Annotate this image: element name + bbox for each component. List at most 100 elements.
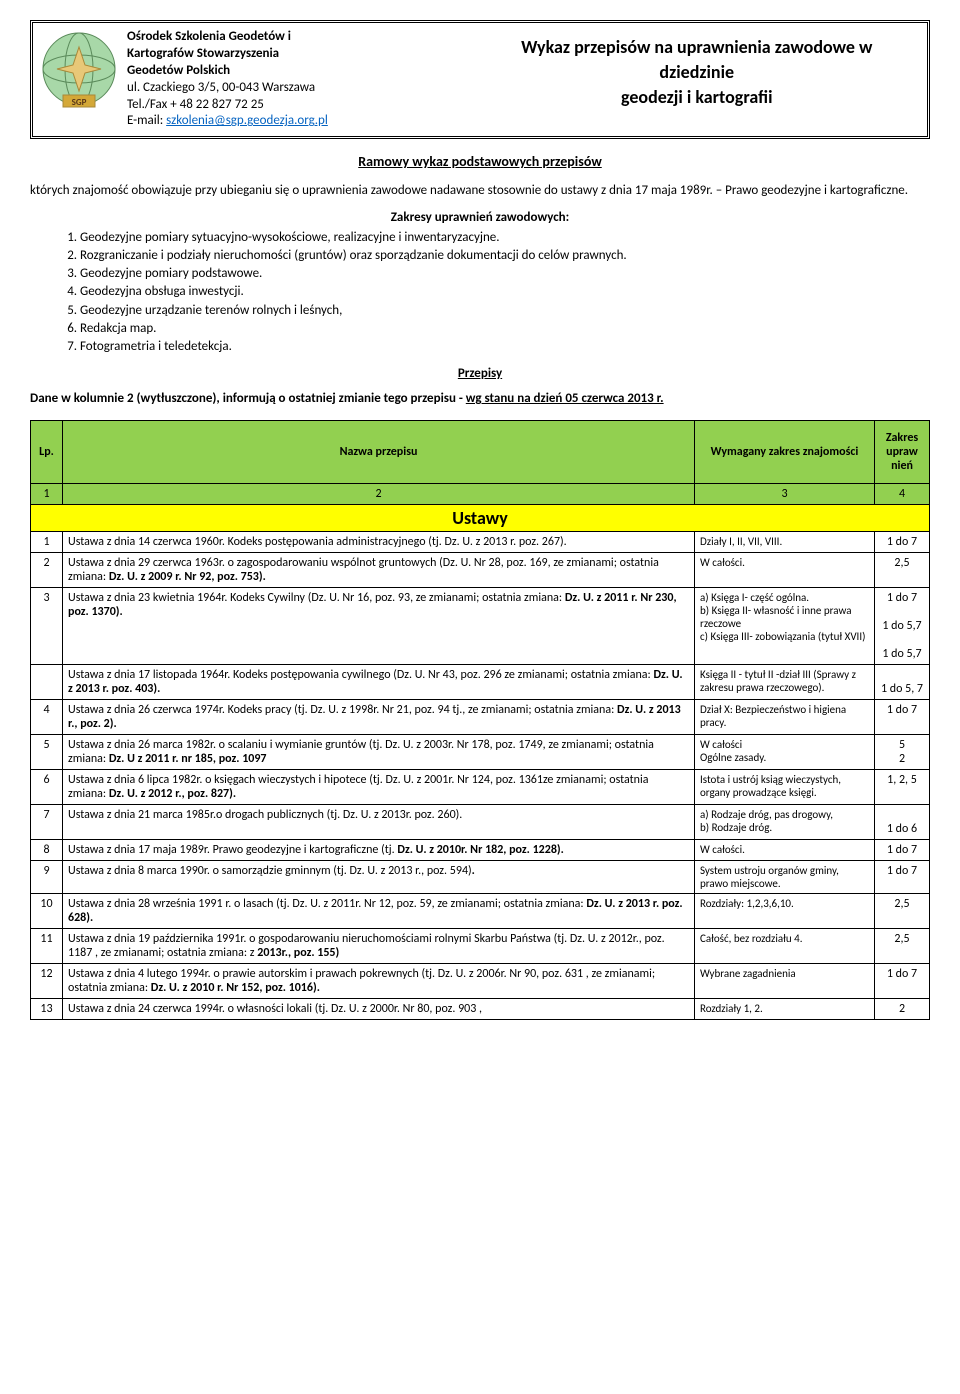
table-row: 13Ustawa z dnia 24 czerwca 1994r. o włas…	[31, 999, 930, 1020]
zakres-item: Geodezyjne pomiary podstawowe.	[80, 265, 930, 283]
org-phone: Tel./Fax + 48 22 827 72 25	[127, 97, 264, 112]
col-number-row: 1 2 3 4	[31, 484, 930, 505]
cell-range: 1 do 6	[875, 805, 930, 840]
section-row: Ustawy	[31, 505, 930, 532]
cell-lp: 7	[31, 805, 63, 840]
table-row: 4Ustawa z dnia 26 czerwca 1974r. Kodeks …	[31, 700, 930, 735]
col-scope-header: Wymagany zakres znajomości	[695, 421, 875, 484]
cell-name: Ustawa z dnia 26 czerwca 1974r. Kodeks p…	[63, 700, 695, 735]
svg-text:SGP: SGP	[72, 97, 87, 108]
zakresy-title: Zakresy uprawnień zawodowych:	[30, 210, 930, 225]
email-link[interactable]: szkolenia@sgp.geodezja.org.pl	[166, 113, 328, 128]
header-left: SGP Ośrodek Szkolenia Geodetów i Kartogr…	[39, 29, 473, 130]
table-row: 10Ustawa z dnia 28 września 1991 r. o la…	[31, 894, 930, 929]
table-row: 9Ustawa z dnia 8 marca 1990r. o samorząd…	[31, 861, 930, 894]
cell-name: Ustawa z dnia 17 maja 1989r. Prawo geode…	[63, 840, 695, 861]
col-num: 1	[31, 484, 63, 505]
zakres-item: Geodezyjne urządzanie terenów rolnych i …	[80, 302, 930, 320]
cell-range: 2,5	[875, 894, 930, 929]
cell-scope: Wybrane zagadnienia	[695, 964, 875, 999]
cell-range: 1 do 71 do 5,71 do 5,7	[875, 588, 930, 665]
zakres-item: Geodezyjna obsługa inwestycji.	[80, 283, 930, 301]
cell-range: 2,5	[875, 929, 930, 964]
table-row: 8Ustawa z dnia 17 maja 1989r. Prawo geod…	[31, 840, 930, 861]
cell-range: 1 do 7	[875, 700, 930, 735]
cell-scope: Działy I, II, VII, VIII.	[695, 532, 875, 553]
cell-lp	[31, 665, 63, 700]
table-row: 7Ustawa z dnia 21 marca 1985r.o drogach …	[31, 805, 930, 840]
cell-scope: Istota i ustrój ksiąg wieczystych, organ…	[695, 770, 875, 805]
cell-range: 1 do 7	[875, 964, 930, 999]
cell-lp: 13	[31, 999, 63, 1020]
cell-scope: a) Rodzaje dróg, pas drogowy,b) Rodzaje …	[695, 805, 875, 840]
cell-range: 1 do 7	[875, 861, 930, 894]
cell-name: Ustawa z dnia 8 marca 1990r. o samorządz…	[63, 861, 695, 894]
email-label: E-mail:	[127, 113, 166, 128]
col-num: 3	[695, 484, 875, 505]
cell-range: 2,5	[875, 553, 930, 588]
note-bold: wg stanu na dzień 05 czerwca 2013 r.	[466, 391, 664, 406]
cell-range: 2	[875, 999, 930, 1020]
cell-scope: Rozdziały 1, 2.	[695, 999, 875, 1020]
cell-range: 1 do 7	[875, 840, 930, 861]
table-row: 3Ustawa z dnia 23 kwietnia 1964r. Kodeks…	[31, 588, 930, 665]
title-line2: dziedzinie	[659, 61, 734, 83]
cell-lp: 11	[31, 929, 63, 964]
zakres-item: Redakcja map.	[80, 320, 930, 338]
header-box: SGP Ośrodek Szkolenia Geodetów i Kartogr…	[30, 20, 930, 139]
cell-name: Ustawa z dnia 28 września 1991 r. o lasa…	[63, 894, 695, 929]
cell-lp: 9	[31, 861, 63, 894]
cell-range: 1, 2, 5	[875, 770, 930, 805]
section-title: Ustawy	[31, 505, 930, 532]
cell-name: Ustawa z dnia 21 marca 1985r.o drogach p…	[63, 805, 695, 840]
table-row: 5Ustawa z dnia 26 marca 1982r. o scalani…	[31, 735, 930, 770]
org-info: Ośrodek Szkolenia Geodetów i Kartografów…	[127, 29, 328, 130]
note-pre: Dane w kolumnie 2 (wytłuszczone), inform…	[30, 391, 466, 406]
cell-lp: 10	[31, 894, 63, 929]
org-line1: Ośrodek Szkolenia Geodetów i	[127, 29, 291, 44]
table-row: 11Ustawa z dnia 19 października 1991r. o…	[31, 929, 930, 964]
org-address: ul. Czackiego 3/5, 00-043 Warszawa	[127, 80, 315, 95]
table-row: Ustawa z dnia 17 listopada 1964r. Kodeks…	[31, 665, 930, 700]
cell-lp: 4	[31, 700, 63, 735]
cell-lp: 2	[31, 553, 63, 588]
cell-name: Ustawa z dnia 24 czerwca 1994r. o własno…	[63, 999, 695, 1020]
przepisy-title: Przepisy	[30, 366, 930, 381]
cell-lp: 6	[31, 770, 63, 805]
col-lp-header: Lp.	[31, 421, 63, 484]
cell-lp: 3	[31, 588, 63, 665]
table-row: 6Ustawa z dnia 6 lipca 1982r. o księgach…	[31, 770, 930, 805]
title-line3: geodezji i kartografii	[621, 86, 773, 108]
cell-scope: Całość, bez rozdziału 4.	[695, 929, 875, 964]
cell-range: 1 do 5, 7	[875, 665, 930, 700]
przepisy-table: Lp. Nazwa przepisu Wymagany zakres znajo…	[30, 420, 930, 1020]
cell-name: Ustawa z dnia 14 czerwca 1960r. Kodeks p…	[63, 532, 695, 553]
zakres-item: Rozgraniczanie i podziały nieruchomości …	[80, 247, 930, 265]
cell-scope: System ustroju organów gminy, prawo miej…	[695, 861, 875, 894]
cell-scope: Rozdziały: 1,2,3,6,10.	[695, 894, 875, 929]
cell-name: Ustawa z dnia 17 listopada 1964r. Kodeks…	[63, 665, 695, 700]
cell-scope: a) Księga I- część ogólna.b) Księga II- …	[695, 588, 875, 665]
table-header-row: Lp. Nazwa przepisu Wymagany zakres znajo…	[31, 421, 930, 484]
org-line2: Kartografów Stowarzyszenia	[127, 46, 279, 61]
sgp-logo: SGP	[39, 29, 119, 109]
cell-scope: W całości.	[695, 840, 875, 861]
cell-name: Ustawa z dnia 4 lutego 1994r. o prawie a…	[63, 964, 695, 999]
cell-lp: 5	[31, 735, 63, 770]
title-line1: Wykaz przepisów na uprawnienia zawodowe …	[521, 36, 872, 58]
subtitle: Ramowy wykaz podstawowych przepisów	[30, 153, 930, 170]
zakres-item: Geodezyjne pomiary sytuacyjno-wysokościo…	[80, 229, 930, 247]
col-name-header: Nazwa przepisu	[63, 421, 695, 484]
cell-name: Ustawa z dnia 29 czerwca 1963r. o zagosp…	[63, 553, 695, 588]
cell-scope: W całości.	[695, 553, 875, 588]
zakres-item: Fotogrametria i teledetekcja.	[80, 338, 930, 356]
cell-range: 52	[875, 735, 930, 770]
cell-scope: Księga II - tytuł II -dział III (Sprawy …	[695, 665, 875, 700]
cell-lp: 8	[31, 840, 63, 861]
cell-range: 1 do 7	[875, 532, 930, 553]
cell-name: Ustawa z dnia 23 kwietnia 1964r. Kodeks …	[63, 588, 695, 665]
cell-scope: Dział X: Bezpieczeństwo i higiena pracy.	[695, 700, 875, 735]
col-range-header: Zakres upraw nień	[875, 421, 930, 484]
org-line3: Geodetów Polskich	[127, 63, 230, 78]
cell-lp: 1	[31, 532, 63, 553]
